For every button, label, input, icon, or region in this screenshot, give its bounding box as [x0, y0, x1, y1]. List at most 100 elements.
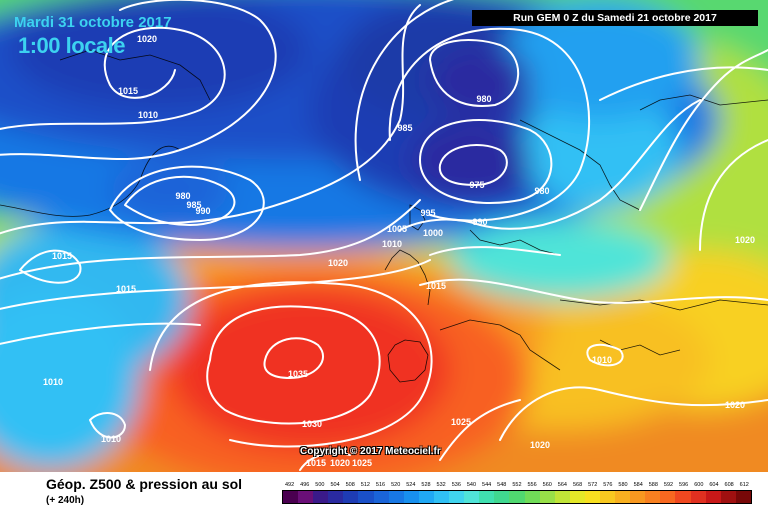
- isobar-label: 1020: [328, 258, 348, 268]
- scale-color-cell: [615, 491, 631, 503]
- forecast-range: (+ 240h): [46, 495, 85, 506]
- isobar-label: 1015: [426, 281, 446, 291]
- isobar-label: 1030: [302, 419, 322, 429]
- scale-value-label: 520: [391, 482, 401, 488]
- scale-value-label: 540: [466, 482, 477, 488]
- isobar-labels: 1020 1015 1010 980 985 990 980 975 980 9…: [43, 34, 755, 468]
- isobar-label: 985: [186, 200, 201, 210]
- scale-value-label: 516: [375, 482, 386, 488]
- scale-value-label: 504: [330, 482, 340, 488]
- forecast-date: Mardi 31 octobre 2017: [14, 14, 172, 31]
- isobar-label: 990: [472, 217, 487, 227]
- scale-value-label: 536: [451, 482, 461, 488]
- scale-value-label: 524: [406, 482, 416, 488]
- isobar-label: 980: [476, 94, 491, 104]
- scale-color-cell: [599, 491, 616, 503]
- scale-value-label: 500: [315, 482, 325, 488]
- isobar-label: 1015: [116, 284, 136, 294]
- scale-value-label: 612: [739, 482, 749, 488]
- scale-color-cell: [433, 491, 450, 503]
- scale-color-cell: [690, 491, 706, 503]
- isobar-label: 1025: [451, 417, 471, 427]
- weather-map: 1020 1015 1010 980 985 990 980 975 980 9…: [0, 0, 768, 472]
- scale-color-cell: [524, 491, 540, 503]
- isobars: [0, 0, 768, 470]
- scale-color-cell: [645, 491, 661, 503]
- isobar-label: 1010: [138, 110, 158, 120]
- isobar-label: 1025: [352, 458, 372, 468]
- scale-value-label: 592: [663, 482, 674, 488]
- scale-color-cell: [388, 491, 404, 503]
- scale-color-cell: [403, 491, 419, 503]
- isobar-label: 990: [195, 206, 210, 216]
- scale-value-label: 512: [360, 482, 370, 488]
- color-scale-bar: [282, 490, 752, 504]
- isobar-label: 1010: [592, 355, 612, 365]
- scale-color-cell: [328, 491, 344, 503]
- scale-color-cell: [479, 491, 495, 503]
- scale-value-label: 556: [527, 482, 537, 488]
- coastlines: [0, 49, 768, 383]
- forecast-time: 1:00 locale: [18, 33, 126, 58]
- isobar-label: 1015: [306, 458, 326, 468]
- isobar-label: 980: [534, 186, 549, 196]
- legend-footer: Géop. Z500 & pression au sol (+ 240h) 49…: [0, 472, 768, 512]
- scale-color-cell: [735, 491, 751, 503]
- isobar-label: 1000: [423, 228, 443, 238]
- color-scale: 492 496 500 504 508 512 516 520 524 528 532 536 540 5…: [282, 480, 752, 506]
- isobar-label: 985: [397, 123, 412, 133]
- isobar-label: 1020: [725, 400, 745, 410]
- scale-value-label: 608: [724, 482, 734, 488]
- map-title: Géop. Z500 & pression au sol: [46, 476, 243, 492]
- scale-color-cell: [343, 491, 359, 503]
- scale-color-cell: [705, 491, 721, 503]
- isobar-label: 975: [469, 180, 484, 190]
- color-scale-labels: 492 496 500 504 508 512 516 520 524 528 532 536 540 5…: [282, 480, 752, 490]
- scale-color-cell: [373, 491, 389, 503]
- isobar-label: 1020: [735, 235, 755, 245]
- scale-color-cell: [584, 491, 600, 503]
- isobar-label: 1035: [288, 369, 308, 379]
- scale-color-cell: [358, 491, 374, 503]
- model-run-label: Run GEM 0 Z du Samedi 21 octobre 2017: [472, 10, 758, 26]
- scale-color-cell: [569, 491, 585, 503]
- scale-color-cell: [418, 491, 434, 503]
- scale-value-label: 596: [679, 482, 689, 488]
- scale-color-cell: [509, 491, 525, 503]
- scale-color-cell: [449, 491, 465, 503]
- isobar-label: 1020: [137, 34, 157, 44]
- scale-color-cell: [554, 491, 570, 503]
- scale-value-label: 496: [300, 482, 310, 488]
- scale-color-cell: [539, 491, 555, 503]
- isobar-label: 1020: [530, 440, 550, 450]
- isobar-label: 980: [175, 191, 190, 201]
- scale-value-label: 576: [603, 482, 613, 488]
- scale-value-label: 560: [542, 482, 552, 488]
- scale-value-label: 604: [709, 482, 719, 488]
- scale-color-cell: [660, 491, 676, 503]
- scale-value-label: 544: [482, 482, 492, 488]
- isobar-label: 1015: [52, 251, 72, 261]
- z500-color-field: [0, 0, 768, 472]
- isobar-label: 1015: [118, 86, 138, 96]
- isobar-label: 1010: [43, 377, 63, 387]
- copyright: Copyright © 2017 Meteociel.fr: [300, 446, 441, 457]
- scale-color-cell: [675, 491, 691, 503]
- isobar-label: 1025: [314, 447, 334, 457]
- scale-value-label: 584: [633, 482, 643, 488]
- isobar-label: 1010: [101, 434, 121, 444]
- scale-value-label: 492: [284, 482, 295, 488]
- isobar-label: 1005: [387, 224, 407, 234]
- scale-value-label: 572: [588, 482, 598, 488]
- scale-value-label: 552: [512, 482, 522, 488]
- scale-color-cell: [630, 491, 646, 503]
- scale-value-label: 532: [436, 482, 446, 488]
- scale-value-label: 528: [421, 482, 431, 488]
- isobar-label: 1010: [382, 239, 402, 249]
- isobar-label: 995: [420, 208, 435, 218]
- scale-color-cell: [313, 491, 329, 503]
- scale-color-cell: [494, 491, 510, 503]
- isobar-label: 1020: [330, 458, 350, 468]
- scale-color-cell: [298, 491, 314, 503]
- scale-value-label: 564: [557, 482, 567, 488]
